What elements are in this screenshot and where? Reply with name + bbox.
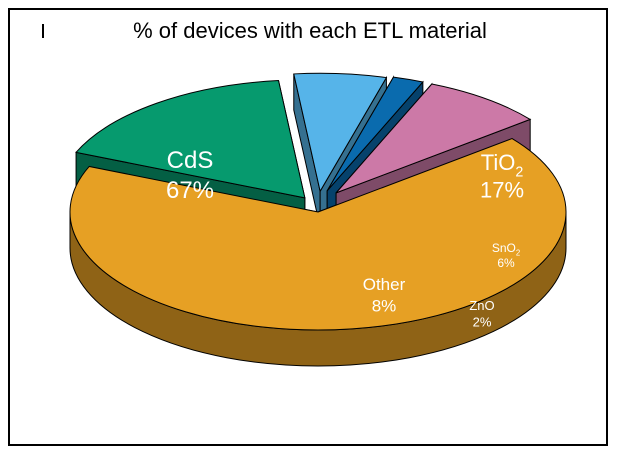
chart-title: % of devices with each ETL material xyxy=(133,18,487,43)
slice-value-cds: 67% xyxy=(166,177,214,204)
slice-cds xyxy=(69,137,567,331)
slice-other xyxy=(335,83,532,194)
slice-value-zno: 2% xyxy=(473,314,492,329)
slice-value-sno2: 6% xyxy=(497,256,515,270)
edge-mark xyxy=(42,24,44,38)
slice-sno2 xyxy=(293,72,388,193)
slice-tio2 xyxy=(75,80,306,199)
slice-label-cds: CdS xyxy=(167,147,214,174)
slice-zno xyxy=(326,76,424,192)
slice-label-other: Other xyxy=(363,275,406,294)
slice-value-other: 8% xyxy=(372,296,397,315)
slice-value-tio2: 17% xyxy=(480,178,524,203)
slice-label-zno: ZnO xyxy=(469,298,494,313)
slice-label-sno2: SnO2 xyxy=(492,241,520,258)
slice-label-tio2: TiO2 xyxy=(481,150,524,181)
